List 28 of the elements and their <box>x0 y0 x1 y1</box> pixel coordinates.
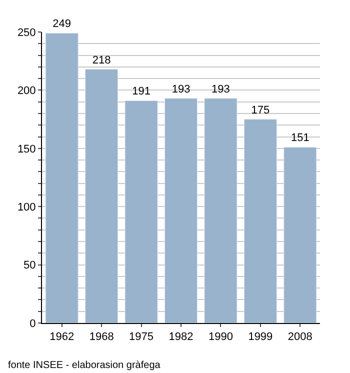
bar <box>124 100 158 323</box>
x-tick-label: 1982 <box>168 331 194 344</box>
data-label: 218 <box>92 54 111 66</box>
y-tick-label: 250 <box>17 26 36 39</box>
bar <box>284 146 317 323</box>
data-label: 175 <box>251 104 270 116</box>
bar <box>45 32 78 323</box>
x-tick-label: 1968 <box>89 331 114 344</box>
x-tick-label: 2008 <box>288 331 312 344</box>
bar <box>204 98 238 323</box>
y-tick-label: 150 <box>17 143 36 156</box>
source-note: fonte INSEE - elaborasion gràfega <box>8 360 161 371</box>
data-label: 193 <box>212 83 230 96</box>
data-label: 151 <box>290 132 310 144</box>
bar <box>244 119 277 323</box>
y-tick-label: 100 <box>17 201 36 214</box>
x-tick-label: 1990 <box>208 331 233 344</box>
x-tick-label: 1999 <box>248 331 273 344</box>
data-label: 191 <box>132 86 150 98</box>
x-tick-label: 1975 <box>129 331 154 344</box>
bar <box>164 98 198 323</box>
bar <box>85 69 118 323</box>
y-tick-label: 0 <box>30 318 36 330</box>
y-tick-label: 50 <box>24 260 36 272</box>
data-label: 193 <box>172 83 190 96</box>
y-tick-label: 200 <box>17 85 36 98</box>
x-tick-label: 1962 <box>50 331 74 344</box>
data-label: 249 <box>52 18 72 30</box>
